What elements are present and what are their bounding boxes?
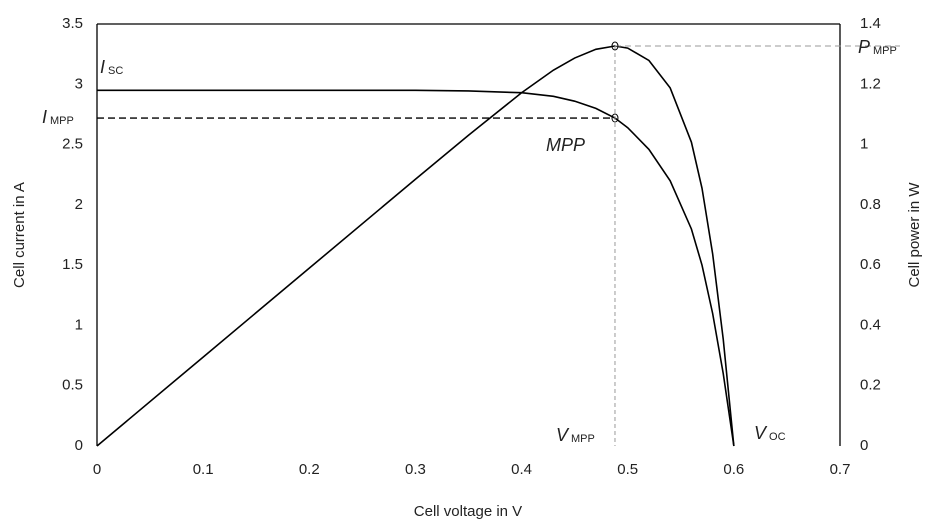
x-tick-label: 0 — [93, 461, 101, 478]
annotation-subscript: MPP — [873, 45, 897, 57]
annotation: I MPP — [42, 107, 74, 127]
annotation-text: P — [858, 37, 870, 57]
x-tick-label: 0.3 — [405, 461, 426, 478]
y2-tick-label: 1.4 — [860, 15, 881, 32]
y-tick-label: 2 — [75, 196, 83, 213]
annotation-subscript: OC — [769, 431, 786, 443]
annotation: P MPP — [858, 37, 897, 57]
y2-axis-label: Cell power in W — [906, 182, 923, 288]
y-tick-label: 0.5 — [62, 377, 83, 394]
annotation: V OC — [754, 423, 786, 443]
mpp-marker — [611, 41, 619, 51]
x-tick-label: 0.1 — [193, 461, 214, 478]
data-line — [96, 45, 735, 447]
y2-tick-label: 1 — [860, 136, 868, 153]
y-tick-label: 1 — [75, 316, 83, 333]
annotation: I SC — [100, 57, 123, 77]
x-tick-label: 0.2 — [299, 461, 320, 478]
annotation: V MPP — [556, 425, 595, 445]
y-tick-label: 1.5 — [62, 256, 83, 273]
x-tick-label: 0.7 — [830, 461, 851, 478]
y2-tick-label: 1.2 — [860, 75, 881, 92]
y-tick-label: 0 — [75, 437, 83, 454]
y2-tick-label: 0.4 — [860, 316, 881, 333]
y2-tick-label: 0.2 — [860, 377, 881, 394]
y-axis-label: Cell current in A — [11, 182, 28, 288]
x-tick-label: 0.4 — [511, 461, 532, 478]
x-tick-label: 0.5 — [617, 461, 638, 478]
y-tick-label: 3.5 — [62, 15, 83, 32]
y2-tick-label: 0.6 — [860, 256, 881, 273]
x-tick-label: 0.6 — [723, 461, 744, 478]
data-line — [97, 89, 735, 447]
annotation-text: MPP — [546, 135, 585, 155]
annotation-text: V — [556, 425, 570, 445]
annotation-text: I — [100, 57, 105, 77]
x-axis-label: Cell voltage in V — [414, 503, 522, 520]
annotation-subscript: MPP — [571, 433, 595, 445]
y2-tick-label: 0.8 — [860, 196, 881, 213]
y2-tick-label: 0 — [860, 437, 868, 454]
mpp-marker — [611, 113, 619, 123]
y-tick-label: 2.5 — [62, 136, 83, 153]
annotation-subscript: SC — [108, 65, 123, 77]
annotation-subscript: MPP — [50, 115, 74, 127]
annotation-text: I — [42, 107, 47, 127]
annotation: MPP — [546, 135, 585, 155]
y-tick-label: 3 — [75, 75, 83, 92]
annotation-text: V — [754, 423, 768, 443]
